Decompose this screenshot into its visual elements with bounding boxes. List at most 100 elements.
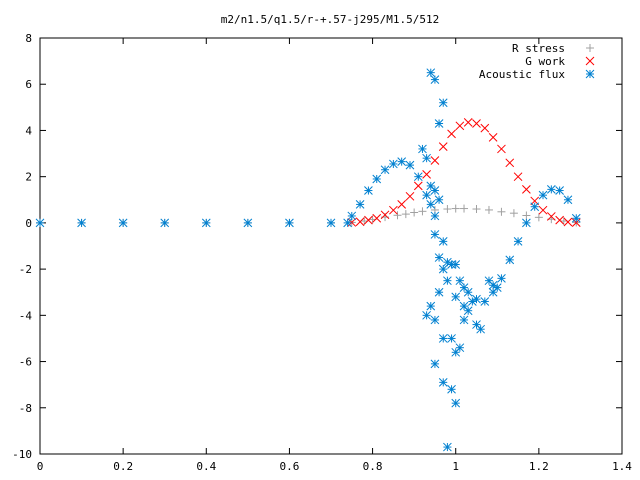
data-point	[538, 205, 548, 215]
legend-label: Acoustic flux	[479, 68, 565, 81]
data-point	[460, 204, 469, 213]
x-tick-label: 1.2	[529, 460, 549, 473]
data-point	[497, 207, 506, 216]
y-tick-label: -2	[19, 263, 32, 276]
data-point	[530, 202, 540, 212]
data-point	[430, 156, 440, 165]
y-tick-label: -6	[19, 356, 32, 369]
data-point	[160, 218, 170, 228]
series-2	[35, 68, 581, 452]
data-point	[463, 118, 473, 127]
x-tick-label: 1	[452, 460, 459, 473]
data-point	[422, 310, 431, 320]
data-point	[355, 217, 365, 227]
data-point	[418, 144, 427, 154]
data-point	[397, 157, 407, 166]
data-point	[513, 172, 523, 182]
data-point	[467, 297, 477, 306]
data-point	[522, 211, 531, 220]
data-point	[372, 213, 382, 223]
data-point	[343, 218, 352, 228]
data-point	[422, 170, 431, 179]
y-tick-label: 6	[25, 78, 32, 91]
data-point	[347, 218, 357, 227]
data-point	[488, 133, 498, 142]
data-point	[430, 75, 440, 84]
data-point	[438, 334, 448, 343]
data-point	[571, 213, 581, 223]
data-point	[364, 215, 373, 225]
data-point	[434, 195, 444, 205]
data-point	[472, 205, 481, 214]
data-point	[380, 165, 390, 175]
data-point	[538, 190, 548, 200]
data-point	[484, 205, 493, 214]
data-point	[509, 209, 518, 218]
data-point	[563, 195, 573, 205]
data-point	[497, 274, 506, 283]
data-point	[77, 218, 86, 228]
y-tick-label: -8	[19, 402, 32, 415]
data-point	[430, 315, 440, 325]
data-point	[422, 153, 431, 163]
data-point	[434, 253, 444, 262]
y-tick-label: 8	[25, 32, 32, 45]
ticks-layer: 0 0.2 0.4 0.6 0.8 1 1.2 1.4 -10 -8 -6 -4 -2 0 2 4 6 8	[12, 32, 632, 473]
data-point	[389, 205, 398, 215]
data-point	[555, 215, 564, 225]
data-point	[243, 218, 253, 228]
data-point	[118, 218, 128, 228]
data-point	[405, 191, 415, 201]
data-point	[413, 172, 423, 182]
data-point	[451, 398, 461, 408]
data-point	[522, 218, 531, 228]
legend-marker	[585, 69, 595, 79]
x-tick-label: 1.4	[612, 460, 632, 473]
data-point	[451, 260, 461, 269]
data-point	[459, 315, 469, 325]
data-point	[364, 186, 373, 195]
data-point	[438, 142, 448, 151]
data-point	[438, 264, 448, 274]
plot-frame	[39, 37, 623, 455]
data-point	[476, 324, 486, 334]
data-point	[555, 186, 564, 195]
series-layer	[35, 68, 581, 452]
data-point	[571, 218, 581, 228]
data-point	[430, 186, 440, 195]
data-point	[347, 211, 357, 221]
data-point	[534, 213, 543, 222]
data-point	[505, 158, 515, 168]
legend-marker	[586, 44, 594, 52]
data-point	[426, 68, 436, 78]
x-tick-label: 0.6	[279, 460, 299, 473]
data-point	[285, 218, 294, 228]
series-0	[36, 204, 581, 227]
data-point	[438, 378, 448, 387]
data-point	[405, 160, 415, 170]
data-point	[434, 287, 444, 297]
data-point	[513, 237, 523, 246]
data-point	[546, 212, 556, 221]
data-point	[422, 190, 431, 200]
data-point	[497, 144, 506, 154]
data-point	[443, 442, 452, 452]
data-point	[447, 129, 456, 139]
data-point	[472, 119, 481, 128]
data-point	[455, 276, 465, 286]
data-point	[326, 218, 336, 228]
data-point	[201, 218, 211, 228]
x-tick-label: 0.4	[196, 460, 216, 473]
x-tick-label: 0.8	[363, 460, 383, 473]
data-point	[434, 119, 444, 128]
y-tick-label: 4	[25, 124, 32, 137]
data-point	[563, 217, 573, 227]
data-point	[438, 237, 448, 246]
data-point	[355, 200, 365, 209]
y-tick-label: 0	[25, 217, 32, 230]
data-point	[451, 347, 461, 357]
legend-label: G work	[525, 55, 565, 68]
data-point	[546, 185, 556, 194]
legend-label: R stress	[512, 42, 565, 55]
